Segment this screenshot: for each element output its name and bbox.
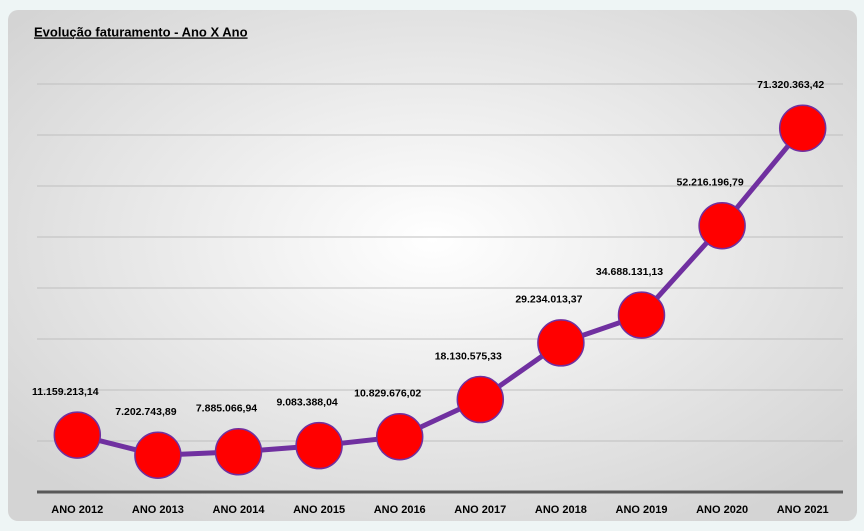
x-tick-label: ANO 2020 [696,504,748,516]
series-line [76,126,805,458]
x-tick-label: ANO 2016 [374,504,426,516]
data-point [778,104,827,153]
x-tick-label: ANO 2019 [616,504,668,516]
data-point [295,421,343,470]
data-label: 10.829.676,02 [354,388,421,400]
data-point [134,431,182,480]
chart-title: Evolução faturamento - Ano X Ano [34,24,248,39]
data-point [537,319,585,367]
data-label: 52.216.196,79 [677,176,744,188]
data-label: 7.202.743,89 [115,406,176,418]
x-tick-label: ANO 2014 [213,504,266,516]
data-point [617,291,666,339]
data-label: 29.234.013,37 [515,294,582,306]
data-point [456,375,505,424]
data-label: 18.130.575,33 [435,350,502,362]
x-tick-label: ANO 2015 [293,504,345,516]
data-point [698,201,746,250]
x-tick-label: ANO 2012 [51,504,103,516]
x-tick-label: ANO 2013 [132,504,184,516]
x-tick-label: ANO 2018 [535,504,587,516]
data-label: 34.688.131,13 [596,266,663,278]
data-label: 7.885.066,94 [196,403,257,415]
x-tick-label: ANO 2021 [777,504,829,516]
data-label: 11.159.213,14 [32,386,99,398]
data-point [214,428,263,476]
data-label: 9.083.388,04 [276,396,337,408]
chart-panel [8,10,857,521]
data-point [53,411,102,459]
x-tick-label: ANO 2017 [454,504,506,516]
data-label: 71.320.363,42 [757,79,824,91]
data-point [375,413,424,461]
